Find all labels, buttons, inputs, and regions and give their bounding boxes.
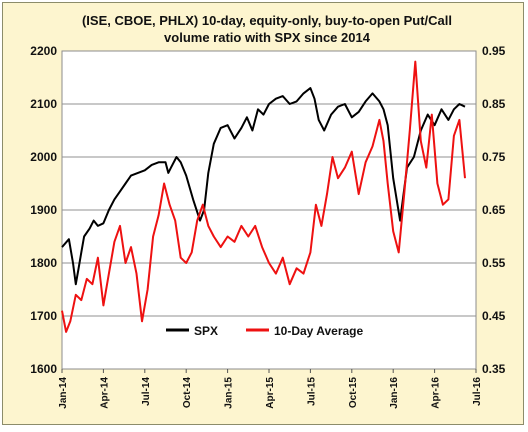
x-tick-label: Apr-16 [431,377,442,409]
series-layer [61,60,466,333]
series-line-10-day-average [61,60,466,333]
right-y-tick-label: 0.65 [482,203,506,217]
chart-frame: 1600 1700 1800 1900 2000 2100 2200 0.35 0.45 0.5… [2,2,524,425]
left-y-tick-label: 1800 [30,256,57,270]
x-tick-label: Jan-15 [224,377,235,409]
right-y-tick-label: 0.85 [482,97,506,111]
left-y-tick-label: 1900 [30,203,57,217]
legend: SPX 10-Day Average [166,324,363,338]
x-tick-label: Apr-14 [99,377,110,409]
legend-label-spx: SPX [194,324,218,338]
left-y-tick-label: 1600 [30,362,57,376]
x-tick-label: Oct-15 [348,377,359,409]
x-axis: Jan-14 Apr-14 Jul-14 Oct-14 Jan-15 Apr-15 Jul-… [58,369,483,409]
left-y-axis: 1600 1700 1800 1900 2000 2100 2200 [30,44,57,376]
left-y-tick-label: 2100 [30,97,57,111]
x-tick-label: Jan-16 [389,377,400,409]
right-y-axis: 0.35 0.45 0.55 0.65 0.75 0.85 0.95 [482,44,506,376]
put-call-spx-chart: 1600 1700 1800 1900 2000 2100 2200 0.35 0.45 0.5… [30,13,506,409]
x-tick-label: Jan-14 [58,377,69,409]
right-y-tick-label: 0.95 [482,44,506,58]
legend-label-10-day-average: 10-Day Average [274,324,363,338]
series-line-spx [61,87,466,286]
x-tick-label: Oct-14 [182,377,193,409]
x-tick-label: Apr-15 [265,377,276,409]
left-y-tick-label: 2200 [30,44,57,58]
right-y-tick-label: 0.75 [482,150,506,164]
x-tick-label: Jul-15 [306,377,317,406]
chart-title-line-2: volume ratio with SPX since 2014 [164,30,371,45]
left-y-tick-label: 2000 [30,150,57,164]
x-tick-label: Jul-14 [141,377,152,406]
left-y-tick-label: 1700 [30,309,57,323]
x-tick-label: Jul-16 [472,377,483,406]
right-y-tick-label: 0.45 [482,309,506,323]
chart-title-line-1: (ISE, CBOE, PHLX) 10-day, equity-only, b… [82,13,452,28]
right-y-tick-label: 0.35 [482,362,506,376]
right-y-tick-label: 0.55 [482,256,506,270]
